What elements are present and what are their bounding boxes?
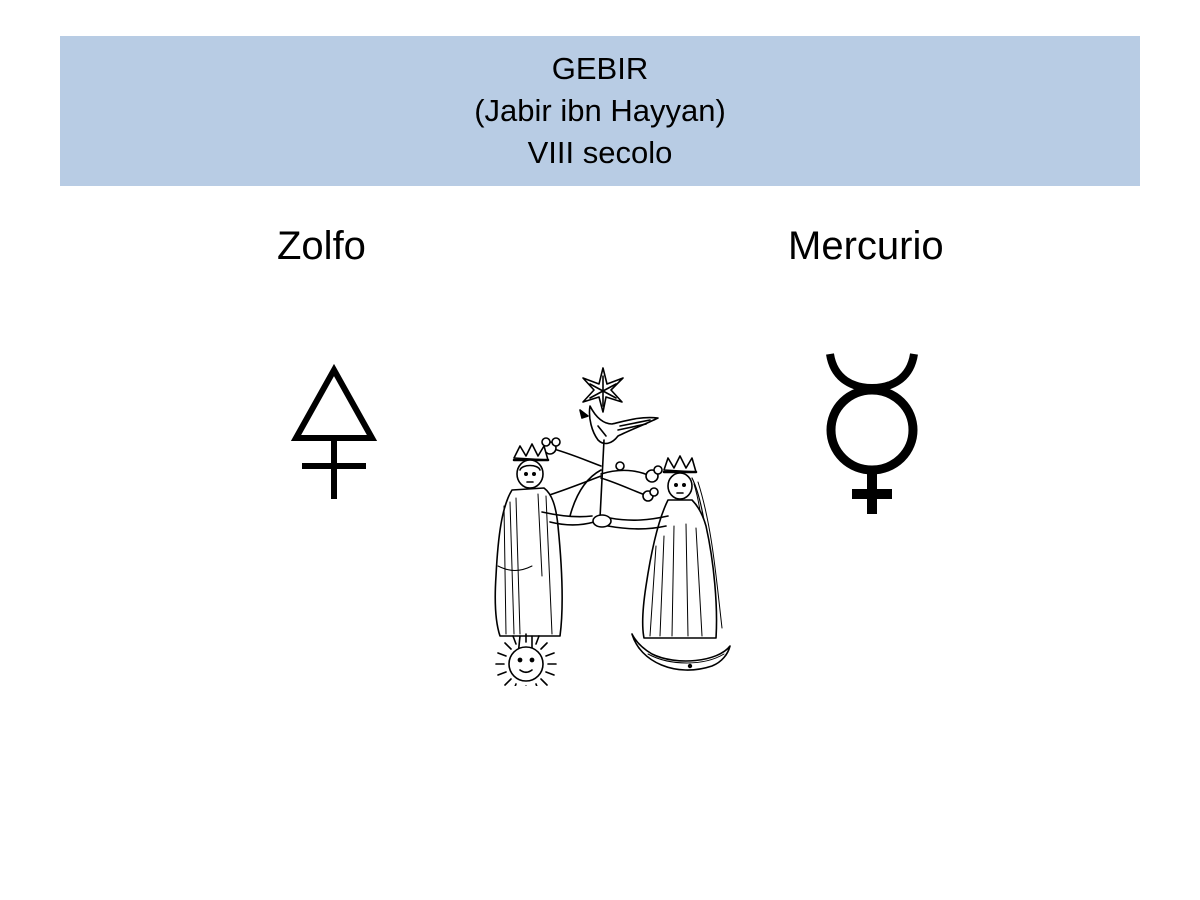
title-line-1: GEBIR [551, 51, 649, 86]
sulfur-symbol-icon [290, 363, 378, 499]
moon-icon [631, 633, 731, 671]
mercury-label: Mercurio [788, 224, 944, 268]
mercury-symbol-icon [826, 353, 918, 514]
title-line-2: (Jabir ibn Hayyan) [474, 93, 726, 128]
title-banner: GEBIR (Jabir ibn Hayyan) VIII secolo [60, 36, 1140, 186]
alchemical-woodcut-image [494, 367, 731, 686]
sun-icon [495, 633, 557, 686]
star-icon [582, 367, 624, 413]
sulfur-label: Zolfo [277, 224, 366, 268]
dove-icon [579, 405, 659, 445]
title-line-3: VIII secolo [527, 135, 673, 170]
